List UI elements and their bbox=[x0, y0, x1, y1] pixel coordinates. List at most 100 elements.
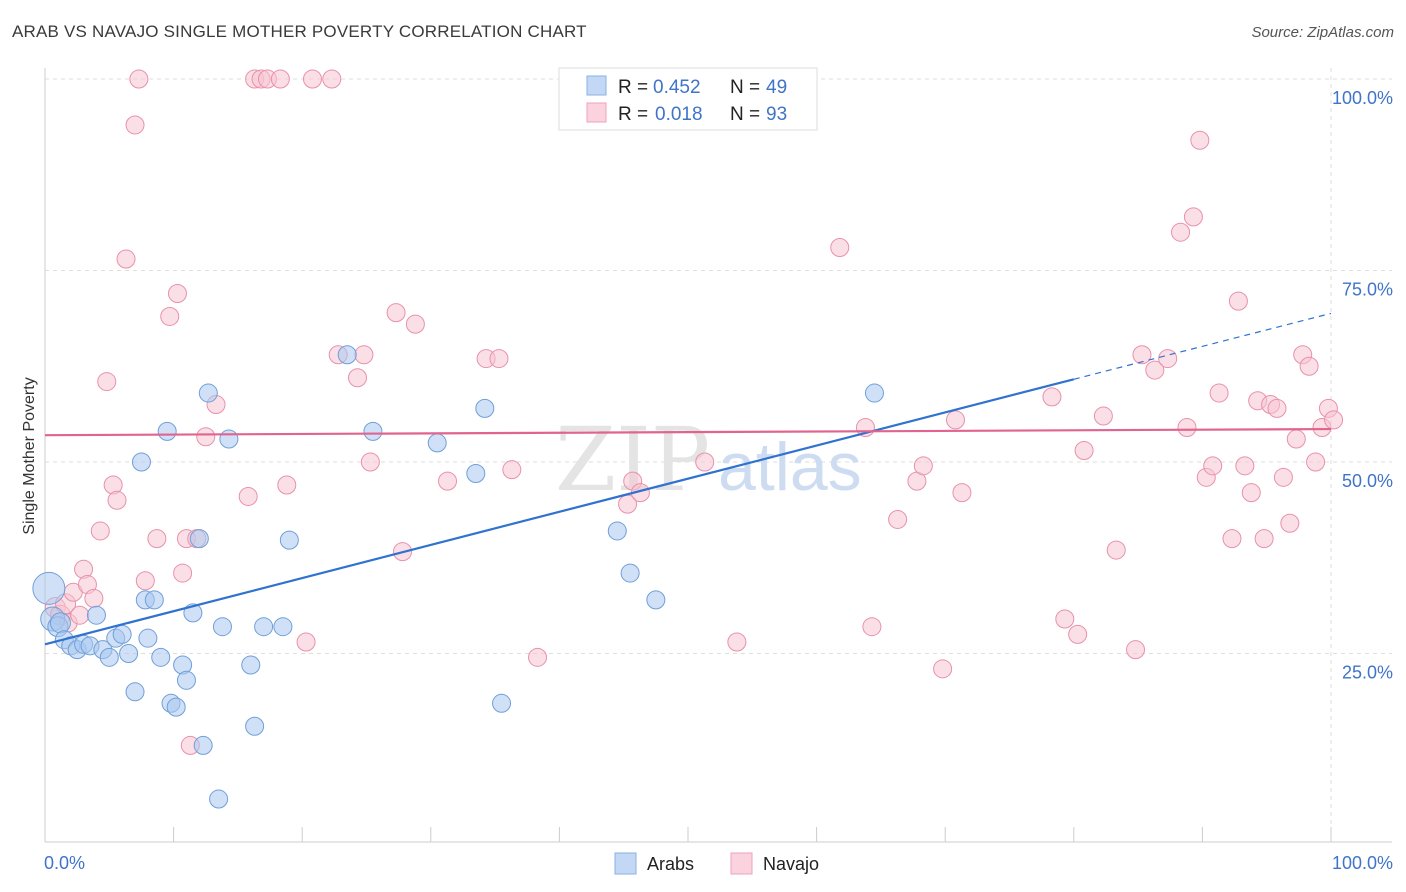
series-legend-label-arabs: Arabs bbox=[647, 854, 694, 874]
navajo-point bbox=[1203, 456, 1223, 476]
navajo-point bbox=[1299, 356, 1319, 376]
navajo-point bbox=[862, 617, 882, 637]
navajo-point bbox=[1177, 418, 1197, 438]
navajo-point bbox=[1106, 540, 1126, 560]
arabs-point bbox=[273, 617, 293, 637]
watermark-atlas: atlas bbox=[718, 429, 862, 505]
navajo-point bbox=[270, 69, 290, 89]
arabs-point bbox=[176, 670, 196, 690]
arabs-point bbox=[166, 697, 186, 717]
arabs-point bbox=[607, 521, 627, 541]
arabs-point bbox=[138, 628, 158, 648]
navajo-point bbox=[360, 452, 380, 472]
legend-r-label-navajo: R = bbox=[618, 104, 653, 125]
legend-r-label-arabs: R = bbox=[618, 77, 653, 98]
arabs-point bbox=[86, 605, 106, 625]
arabs-point bbox=[241, 655, 261, 675]
navajo-point bbox=[322, 69, 342, 89]
arabs-point bbox=[475, 398, 495, 418]
navajo-point bbox=[1286, 429, 1306, 449]
navajo-point bbox=[438, 471, 458, 491]
navajo-point bbox=[1132, 345, 1152, 365]
series-legend-swatch-navajo bbox=[730, 852, 753, 875]
navajo-point bbox=[1324, 410, 1344, 430]
navajo-point bbox=[90, 521, 110, 541]
navajo-point bbox=[489, 349, 509, 369]
arabs-point bbox=[427, 433, 447, 453]
series-legend: Arabs Navajo bbox=[614, 852, 819, 875]
navajo-point bbox=[1145, 360, 1165, 380]
x-tick-label-min: 0.0% bbox=[44, 853, 85, 873]
arabs-point bbox=[620, 563, 640, 583]
y-tick-label-50: 50.0% bbox=[1342, 471, 1393, 491]
x-tick-label-max: 100.0% bbox=[1332, 853, 1393, 873]
trendlines bbox=[44, 312, 1332, 646]
navajo-point bbox=[888, 509, 908, 529]
navajo-point bbox=[1042, 387, 1062, 407]
chart-source: Source: ZipAtlas.com bbox=[1251, 24, 1394, 41]
arabs-trendline-extension bbox=[1073, 312, 1332, 380]
arabs-point bbox=[193, 735, 213, 755]
arabs-point bbox=[363, 421, 383, 441]
legend-swatch-arabs bbox=[586, 75, 607, 96]
legend-n-label-navajo: N = bbox=[730, 104, 765, 125]
arabs-point bbox=[125, 682, 145, 702]
navajo-point bbox=[945, 410, 965, 430]
arabs-point bbox=[49, 612, 71, 634]
arabs-point bbox=[112, 624, 132, 644]
navajo-point bbox=[1074, 441, 1094, 461]
navajo-point bbox=[386, 303, 406, 323]
navajo-point bbox=[347, 368, 367, 388]
navajo-point bbox=[405, 314, 425, 334]
y-tick-label-75: 75.0% bbox=[1342, 280, 1393, 300]
arabs-point bbox=[279, 530, 299, 550]
navajo-point bbox=[1222, 529, 1242, 549]
y-tick-label-25: 25.0% bbox=[1342, 663, 1393, 683]
navajo-point bbox=[1306, 452, 1326, 472]
navajo-point bbox=[1267, 398, 1287, 418]
arabs-points bbox=[32, 345, 884, 809]
navajo-point bbox=[1183, 207, 1203, 227]
navajo-point bbox=[107, 490, 127, 510]
navajo-point bbox=[135, 571, 155, 591]
arabs-point bbox=[245, 716, 265, 736]
navajo-point bbox=[1190, 130, 1210, 150]
legend-n-value-arabs: 49 bbox=[766, 77, 787, 98]
y-tick-label-100: 100.0% bbox=[1332, 88, 1393, 108]
navajo-point bbox=[1158, 349, 1178, 369]
navajo-point bbox=[167, 283, 187, 303]
navajo-point bbox=[913, 456, 933, 476]
navajo-point bbox=[1280, 513, 1300, 533]
legend-n-label-arabs: N = bbox=[730, 77, 765, 98]
navajo-point bbox=[1241, 483, 1261, 503]
navajo-point bbox=[1273, 467, 1293, 487]
navajo-point bbox=[160, 306, 180, 326]
legend-n-value-navajo: 93 bbox=[766, 104, 787, 125]
arabs-point bbox=[131, 452, 151, 472]
navajo-point bbox=[1235, 456, 1255, 476]
navajo-point bbox=[528, 647, 548, 667]
navajo-point bbox=[933, 659, 953, 679]
navajo-point bbox=[196, 427, 216, 447]
arabs-point bbox=[144, 590, 164, 610]
navajo-point bbox=[302, 69, 322, 89]
navajo-trendline bbox=[44, 427, 1332, 437]
navajo-points bbox=[44, 69, 1344, 755]
navajo-point bbox=[1068, 624, 1088, 644]
navajo-point bbox=[727, 632, 747, 652]
navajo-point bbox=[173, 563, 193, 583]
arabs-point bbox=[337, 345, 357, 365]
y-tick-labels: 100.0% 75.0% 50.0% 25.0% bbox=[1332, 88, 1393, 683]
arabs-point bbox=[864, 383, 884, 403]
arabs-point bbox=[119, 644, 139, 663]
navajo-point bbox=[1126, 640, 1146, 660]
navajo-point bbox=[952, 483, 972, 503]
navajo-point bbox=[147, 529, 167, 549]
navajo-point bbox=[695, 452, 715, 472]
navajo-point bbox=[125, 115, 145, 135]
navajo-point bbox=[1093, 406, 1113, 426]
arabs-point bbox=[198, 383, 218, 403]
arabs-point bbox=[646, 590, 666, 610]
y-axis-title: Single Mother Poverty bbox=[21, 377, 38, 534]
